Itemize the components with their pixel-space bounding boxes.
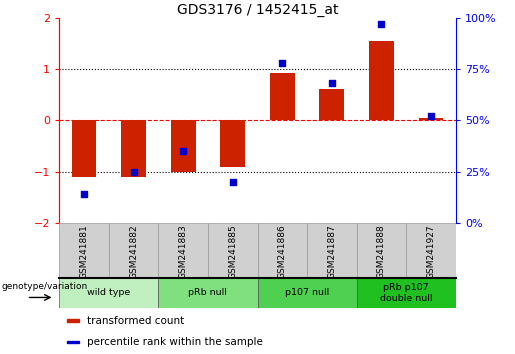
Text: wild type: wild type bbox=[87, 289, 130, 297]
Text: pRb p107
double null: pRb p107 double null bbox=[380, 283, 433, 303]
Text: transformed count: transformed count bbox=[87, 316, 184, 326]
Bar bbox=[258, 223, 307, 278]
Text: GSM241927: GSM241927 bbox=[426, 225, 436, 279]
Bar bbox=[258, 278, 356, 308]
Bar bbox=[59, 223, 109, 278]
Bar bbox=[319, 88, 344, 120]
Point bbox=[80, 192, 88, 197]
Bar bbox=[220, 120, 245, 167]
Bar bbox=[109, 223, 159, 278]
Text: percentile rank within the sample: percentile rank within the sample bbox=[87, 337, 263, 347]
Bar bbox=[356, 278, 456, 308]
Text: GSM241882: GSM241882 bbox=[129, 225, 138, 279]
Text: GSM241881: GSM241881 bbox=[79, 225, 89, 279]
Point bbox=[129, 169, 138, 175]
Text: GSM241888: GSM241888 bbox=[377, 225, 386, 279]
Text: GSM241887: GSM241887 bbox=[328, 225, 336, 279]
Bar bbox=[419, 118, 443, 120]
Bar bbox=[159, 223, 208, 278]
Text: genotype/variation: genotype/variation bbox=[1, 282, 88, 291]
Bar bbox=[159, 278, 258, 308]
Bar bbox=[67, 319, 79, 322]
Point bbox=[377, 21, 386, 27]
Bar bbox=[208, 223, 258, 278]
Bar bbox=[171, 120, 196, 172]
Bar bbox=[59, 278, 159, 308]
Point bbox=[427, 113, 435, 119]
Text: GSM241885: GSM241885 bbox=[228, 225, 237, 279]
Bar bbox=[369, 41, 394, 120]
Point bbox=[229, 179, 237, 185]
Bar bbox=[67, 341, 79, 343]
Text: GSM241883: GSM241883 bbox=[179, 225, 187, 279]
Text: pRb null: pRb null bbox=[188, 289, 227, 297]
Bar bbox=[121, 120, 146, 177]
Bar bbox=[307, 223, 356, 278]
Bar bbox=[270, 73, 295, 120]
Bar bbox=[406, 223, 456, 278]
Text: p107 null: p107 null bbox=[285, 289, 329, 297]
Title: GDS3176 / 1452415_at: GDS3176 / 1452415_at bbox=[177, 3, 338, 17]
Point bbox=[278, 60, 286, 66]
Bar bbox=[356, 223, 406, 278]
Point bbox=[179, 148, 187, 154]
Bar bbox=[72, 120, 96, 177]
Text: GSM241886: GSM241886 bbox=[278, 225, 287, 279]
Point bbox=[328, 81, 336, 86]
